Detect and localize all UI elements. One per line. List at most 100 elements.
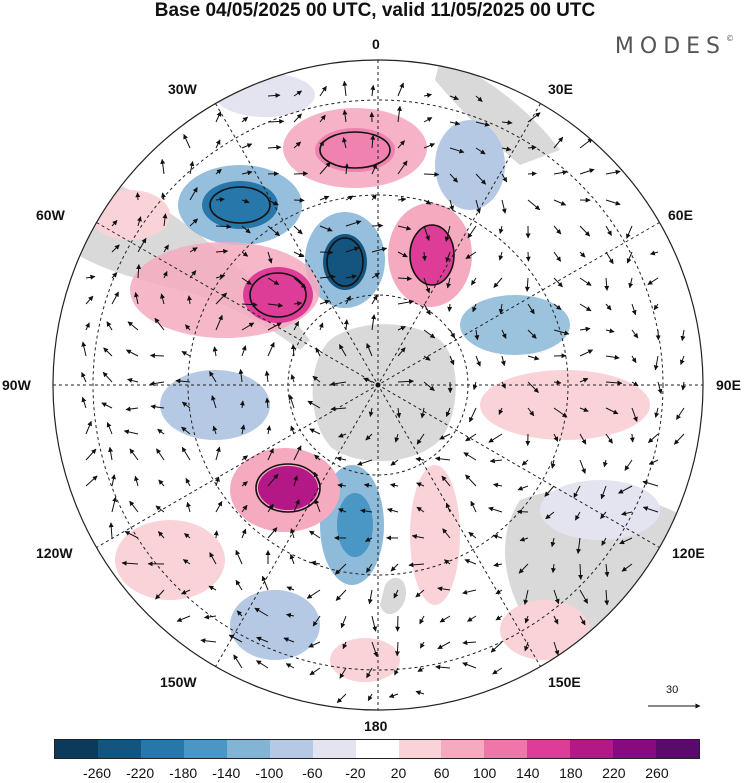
wind-vector (293, 90, 303, 97)
wind-vector (579, 326, 591, 332)
wind-vector (397, 197, 407, 203)
wind-vector (85, 448, 97, 461)
wind-vector (600, 511, 607, 519)
wind-vector (286, 612, 295, 618)
wind-vector (553, 225, 562, 235)
wind-vector (370, 134, 376, 149)
wind-vector (601, 537, 607, 546)
wind-vector (266, 425, 272, 435)
wind-vector (371, 246, 388, 253)
wind-vector (102, 371, 113, 383)
wind-vector (241, 504, 248, 513)
colorbar-cell (312, 740, 356, 758)
wind-vector (437, 586, 451, 592)
wind-vector (240, 424, 246, 435)
wind-vector (239, 400, 245, 409)
wind-vector (158, 479, 165, 487)
wind-vector (363, 482, 373, 488)
longitude-label-60e: 60E (668, 207, 693, 223)
wind-vector (545, 511, 555, 520)
wind-vector (345, 220, 362, 227)
colorbar-tick-label: 220 (602, 765, 626, 781)
wind-vector (136, 264, 142, 279)
wind-vector (329, 381, 347, 387)
wind-vector (293, 171, 309, 177)
wind-vector (653, 355, 659, 371)
wind-vector (573, 485, 581, 499)
negative-anomaly (337, 493, 373, 557)
wind-vector (267, 473, 279, 487)
wind-vector (215, 476, 220, 487)
wind-vector (423, 225, 430, 241)
wind-vector (306, 589, 321, 599)
wind-vector (463, 452, 477, 461)
wind-vector (211, 395, 217, 409)
wind-vector (527, 171, 537, 177)
wind-vector (289, 553, 295, 565)
wind-vector (127, 321, 139, 331)
wind-vector (675, 407, 685, 420)
colorbar-cell (441, 740, 485, 758)
wind-vector (162, 213, 168, 227)
wind-vector (419, 615, 425, 625)
wind-vector (605, 354, 620, 360)
wind-vector (524, 277, 530, 292)
contour-lines (209, 131, 455, 513)
wind-vector (209, 371, 217, 383)
wind-vector (492, 667, 503, 675)
negative-anomaly (540, 480, 660, 540)
wind-vector (449, 329, 456, 339)
wind-vector (393, 589, 399, 599)
positive-anomaly (500, 600, 590, 660)
colorbar-cell (527, 740, 571, 758)
wind-vector (435, 456, 451, 462)
wind-vector (182, 559, 191, 565)
wind-vector (241, 251, 249, 257)
wind-vector (419, 641, 425, 649)
wind-vector (449, 173, 458, 183)
wind-vector (213, 530, 219, 539)
wind-vectors (81, 80, 686, 704)
wind-vector (387, 507, 399, 513)
wind-vector (553, 277, 563, 288)
wind-vector (680, 381, 686, 391)
longitude-label-60w: 60W (36, 207, 65, 223)
wind-vector (127, 378, 139, 383)
wind-vector (334, 563, 347, 575)
wind-vector (267, 503, 274, 513)
wind-vector (553, 379, 562, 385)
wind-vector (544, 485, 555, 497)
wind-vector (421, 251, 427, 262)
wind-vector (370, 84, 376, 97)
wind-vector (161, 192, 166, 201)
wind-vector (605, 251, 614, 265)
wind-vector (267, 322, 282, 331)
wind-vector (111, 474, 116, 487)
wind-vector (619, 537, 633, 545)
wind-vector (267, 251, 273, 264)
wind-vector (185, 477, 191, 487)
wind-vector (493, 562, 503, 568)
wind-vector (290, 528, 295, 539)
wind-vector (472, 381, 478, 391)
wind-vector (397, 225, 412, 231)
wind-vector (517, 485, 529, 491)
wind-vector (293, 277, 307, 289)
wind-vector (579, 615, 586, 626)
wind-vector (618, 485, 633, 494)
wind-vector (256, 660, 269, 669)
wind-vector (163, 244, 169, 253)
wind-vector (621, 511, 633, 516)
wind-vector (519, 536, 529, 542)
colorbar-labels: -260 -220 -180 -140 -100 -60 -20 20 60 100 140 180 2… (54, 765, 700, 783)
colorbar-cell (55, 740, 98, 758)
modes-logo: MODES© (614, 34, 734, 59)
wind-vector (420, 407, 426, 419)
wind-vector (423, 143, 436, 149)
positive-anomaly (410, 465, 460, 605)
wind-vector (366, 667, 373, 679)
longitude-label-30e: 30E (548, 81, 573, 97)
wind-vector (579, 138, 593, 149)
wind-vector (267, 302, 284, 308)
wind-vector (365, 563, 373, 573)
